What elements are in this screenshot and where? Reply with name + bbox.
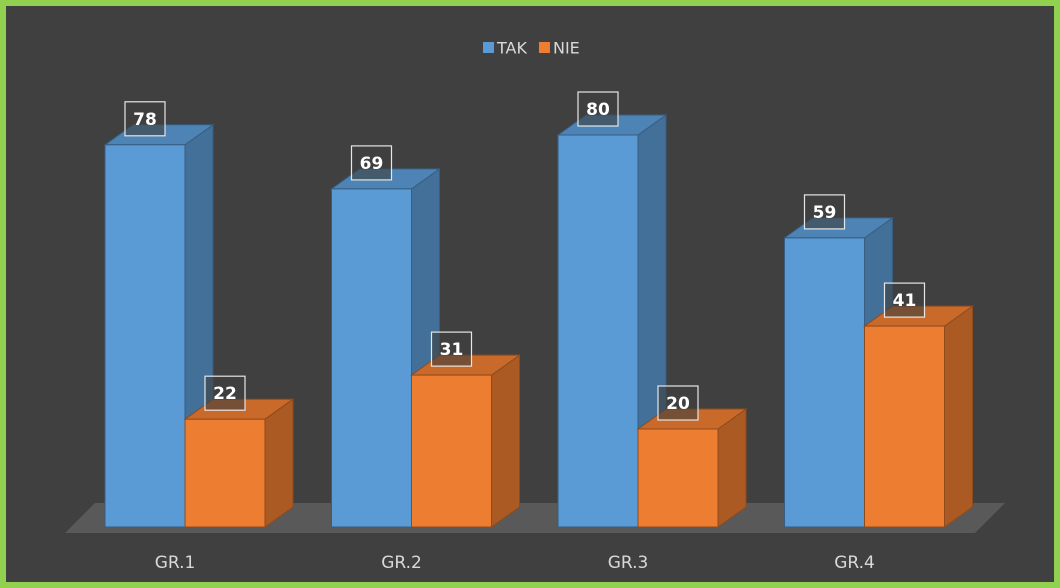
- legend-label: TAK: [496, 39, 527, 58]
- floor: [65, 503, 1005, 533]
- data-label-box: [657, 385, 699, 421]
- x-tick-label: GR.3: [608, 553, 649, 573]
- bar-front: [637, 428, 719, 528]
- bar-front: [557, 134, 639, 528]
- data-label-box: [883, 282, 926, 318]
- data-label-box: [577, 91, 619, 127]
- data-label: 22: [213, 384, 237, 404]
- bar: [409, 354, 522, 528]
- bar: [183, 398, 295, 528]
- data-label-box: [124, 101, 166, 137]
- bar-side: [264, 398, 294, 528]
- bar: [862, 305, 975, 528]
- legend-swatch: [483, 42, 494, 53]
- x-tick-label: GR.4: [834, 553, 875, 573]
- bar-front: [331, 188, 412, 528]
- data-label: 20: [666, 394, 690, 414]
- bar-front: [411, 374, 492, 528]
- data-label: 69: [360, 154, 384, 174]
- data-label-box: [803, 194, 846, 230]
- data-label: 41: [893, 291, 917, 311]
- legend-label: NIE: [553, 39, 580, 58]
- x-tick-label: GR.1: [155, 553, 196, 573]
- bar-side: [491, 354, 520, 528]
- data-label: 80: [586, 100, 610, 120]
- bar-side: [944, 305, 973, 528]
- data-label-box: [204, 375, 246, 411]
- data-label-box: [430, 331, 473, 367]
- data-label-box: [350, 145, 393, 181]
- bar-front: [784, 237, 865, 528]
- bar-front: [864, 325, 945, 528]
- bar-front: [104, 144, 186, 528]
- bar-side: [717, 408, 747, 528]
- x-tick-label: GR.2: [381, 553, 422, 573]
- bar: [636, 408, 748, 528]
- data-label: 78: [133, 110, 157, 130]
- data-label: 59: [813, 203, 837, 223]
- legend-swatch: [538, 42, 550, 53]
- data-label: 31: [440, 340, 464, 360]
- bar-front: [184, 418, 266, 528]
